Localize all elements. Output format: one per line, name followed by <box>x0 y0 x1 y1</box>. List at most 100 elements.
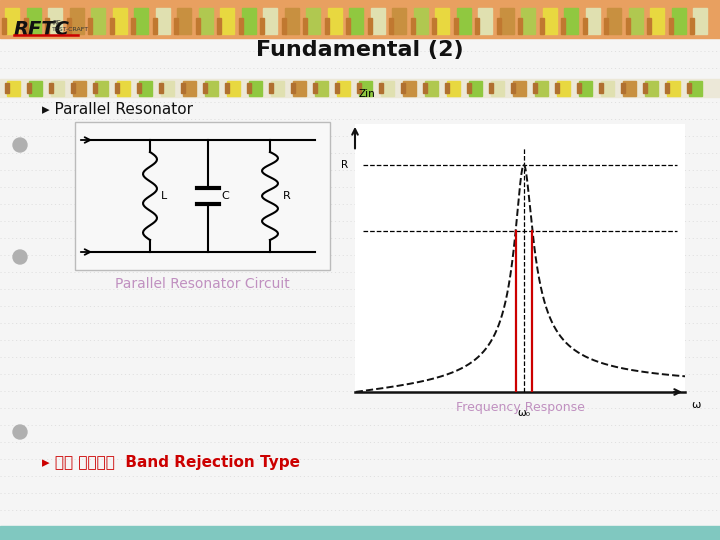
Bar <box>303 18 307 34</box>
Bar <box>196 18 199 34</box>
Bar <box>689 81 702 96</box>
Bar <box>91 8 105 34</box>
Bar <box>423 83 427 93</box>
Bar <box>469 81 482 96</box>
Bar <box>156 8 169 34</box>
Bar <box>45 18 49 34</box>
Bar <box>693 8 707 34</box>
Bar <box>359 81 372 96</box>
Bar <box>159 83 163 93</box>
Bar <box>66 18 71 34</box>
Bar <box>432 18 436 34</box>
Bar <box>199 8 212 34</box>
Bar <box>379 83 383 93</box>
Text: RF: RF <box>52 20 60 26</box>
Bar <box>153 18 156 34</box>
Bar <box>690 18 694 34</box>
Bar <box>183 81 196 96</box>
Bar <box>29 81 42 96</box>
Bar <box>51 81 64 96</box>
Circle shape <box>13 138 27 152</box>
Bar <box>401 83 405 93</box>
Bar <box>349 8 363 34</box>
Bar <box>220 8 234 34</box>
Bar <box>381 81 394 96</box>
Text: ω: ω <box>692 400 701 410</box>
Bar <box>291 83 295 93</box>
Bar <box>131 18 135 34</box>
Bar <box>225 83 229 93</box>
Bar <box>518 18 522 34</box>
Bar <box>403 81 416 96</box>
Bar <box>511 83 515 93</box>
Bar <box>392 8 406 34</box>
Bar <box>269 83 273 93</box>
Bar <box>513 81 526 96</box>
Circle shape <box>13 425 27 439</box>
Bar <box>413 8 428 34</box>
Bar <box>27 83 31 93</box>
Bar <box>533 83 537 93</box>
Bar <box>454 18 457 34</box>
Bar <box>177 8 191 34</box>
Bar <box>579 81 592 96</box>
Bar <box>227 81 240 96</box>
Bar <box>5 8 19 34</box>
Bar <box>668 18 672 34</box>
Bar <box>626 18 629 34</box>
Text: C: C <box>221 191 229 201</box>
Bar <box>447 81 460 96</box>
Bar <box>93 83 97 93</box>
Bar <box>357 83 361 93</box>
Bar <box>161 81 174 96</box>
Bar <box>2 18 6 34</box>
Bar <box>561 18 565 34</box>
Bar <box>489 83 493 93</box>
Bar <box>389 18 393 34</box>
Bar <box>109 18 114 34</box>
Bar <box>650 8 664 34</box>
Bar <box>621 83 625 93</box>
Bar <box>203 83 207 93</box>
Bar <box>284 8 299 34</box>
Bar <box>601 81 614 96</box>
Bar <box>325 18 328 34</box>
Bar <box>555 83 559 93</box>
Text: R: R <box>341 160 348 170</box>
Bar <box>367 18 372 34</box>
Text: Fundamental (2): Fundamental (2) <box>256 40 464 60</box>
Bar <box>467 83 471 93</box>
Bar <box>241 8 256 34</box>
Bar <box>75 122 330 270</box>
Bar <box>328 8 341 34</box>
Circle shape <box>13 250 27 264</box>
Text: L: L <box>161 191 167 201</box>
Text: ω₀: ω₀ <box>518 408 531 418</box>
Bar <box>24 18 27 34</box>
Bar <box>445 83 449 93</box>
Bar <box>337 81 350 96</box>
Bar <box>604 18 608 34</box>
Bar <box>535 81 548 96</box>
Bar <box>585 8 600 34</box>
Bar <box>27 8 40 34</box>
Bar <box>582 18 587 34</box>
Bar <box>645 81 658 96</box>
Bar <box>134 8 148 34</box>
Bar <box>7 81 20 96</box>
Text: Parallel Resonator Circuit: Parallel Resonator Circuit <box>115 277 290 291</box>
Bar <box>497 18 500 34</box>
Bar <box>88 18 92 34</box>
Bar <box>0 526 720 540</box>
Bar <box>491 81 504 96</box>
Text: ▸ Parallel Resonator: ▸ Parallel Resonator <box>42 103 193 118</box>
Bar <box>435 8 449 34</box>
Bar <box>71 83 75 93</box>
Text: Zin: Zin <box>359 89 375 99</box>
Bar <box>346 18 350 34</box>
Bar <box>306 8 320 34</box>
Bar <box>665 83 669 93</box>
Bar <box>217 18 221 34</box>
Bar <box>260 18 264 34</box>
Bar <box>117 81 130 96</box>
